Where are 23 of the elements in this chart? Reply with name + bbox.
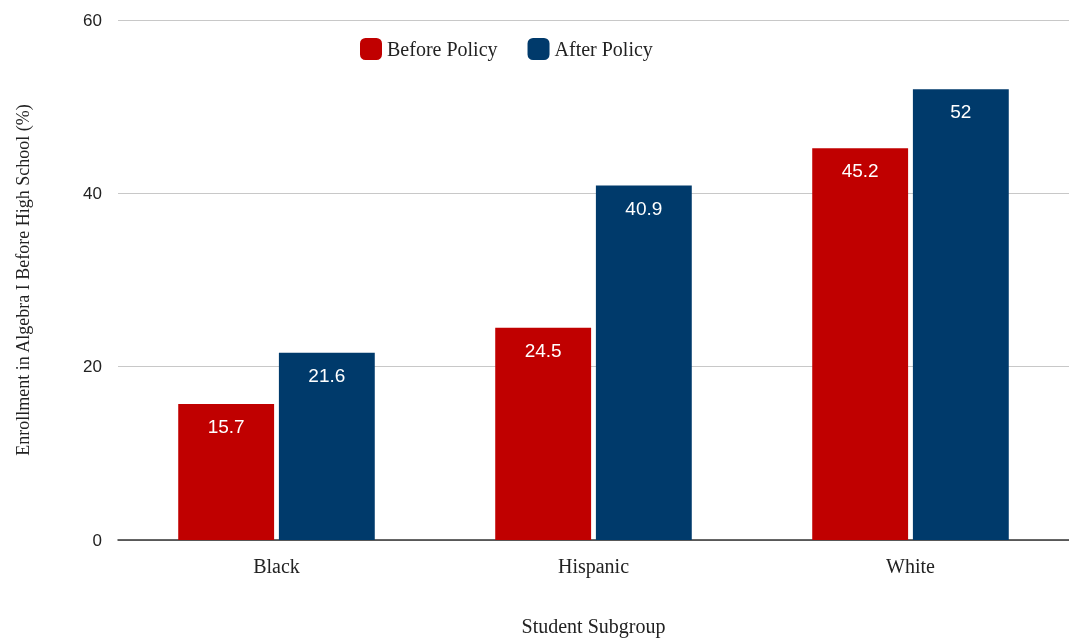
- y-tick-label: 40: [83, 183, 102, 203]
- y-tick-label: 0: [92, 530, 102, 550]
- bar: [812, 148, 909, 540]
- data-label: 15.7: [207, 415, 245, 437]
- x-tick-label: White: [886, 555, 936, 577]
- data-label: 40.9: [625, 197, 663, 219]
- data-label: 52: [950, 101, 972, 123]
- bar: [178, 403, 275, 540]
- data-label: 21.6: [308, 364, 346, 386]
- bar: [595, 185, 692, 540]
- legend-label: After Policy: [554, 38, 653, 61]
- x-tick-label: Black: [253, 555, 300, 577]
- data-label: 45.2: [841, 160, 879, 182]
- legend-label: Before Policy: [387, 38, 498, 61]
- x-axis-title: Student Subgroup: [521, 615, 666, 638]
- x-tick-label: Hispanic: [557, 555, 630, 578]
- data-label: 24.5: [524, 339, 562, 361]
- y-tick-label: 60: [83, 10, 102, 30]
- bar: [495, 327, 592, 540]
- bar: [278, 352, 375, 540]
- y-axis-title: Enrollment in Algebra I Before High School (%): [13, 104, 34, 456]
- y-tick-label: 20: [83, 357, 102, 377]
- bar: [912, 89, 1009, 540]
